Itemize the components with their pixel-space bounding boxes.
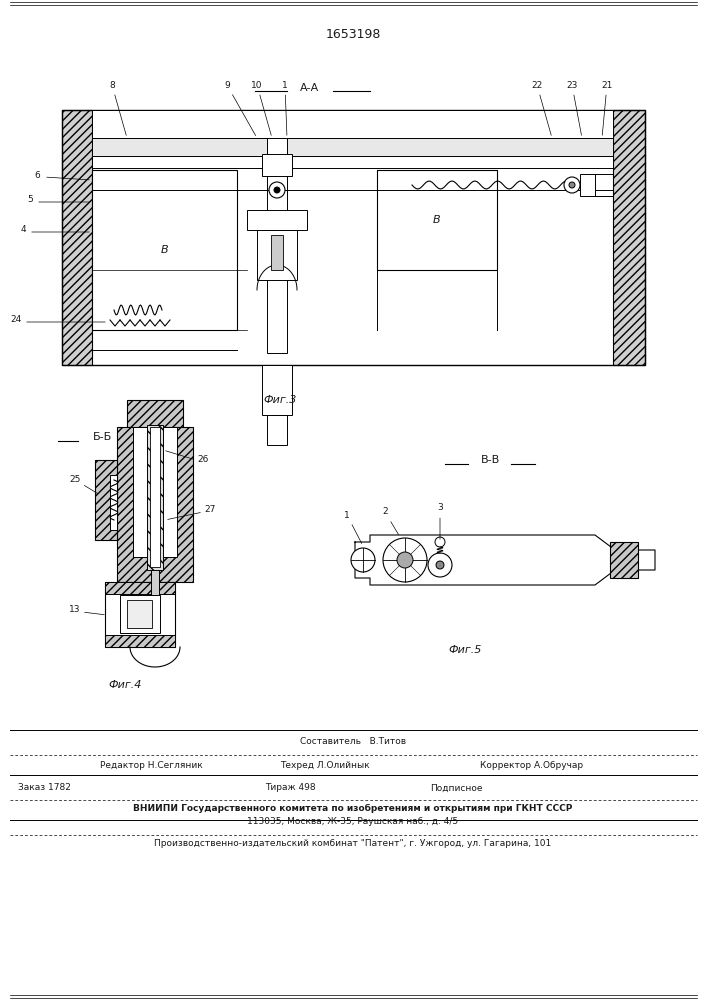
Bar [580, 174, 595, 196]
Text: 4: 4 [21, 226, 26, 234]
Text: 6: 6 [34, 170, 40, 180]
Bar [267, 415, 287, 445]
Text: 2: 2 [382, 508, 399, 535]
Text: 23: 23 [566, 81, 581, 135]
Text: Фиг.5: Фиг.5 [448, 645, 481, 655]
Bar [92, 110, 613, 138]
Bar [127, 600, 152, 628]
Text: Производственно-издательский комбинат "Патент", г. Ужгород, ул. Гагарина, 101: Производственно-издательский комбинат "П… [154, 838, 551, 848]
Bar [92, 138, 613, 156]
Bar [95, 460, 117, 540]
Circle shape [569, 182, 575, 188]
Text: 1: 1 [344, 510, 362, 544]
Bar [117, 427, 193, 582]
Bar [110, 475, 117, 530]
Bar [105, 582, 175, 594]
Bar [613, 110, 645, 365]
Text: Тираж 498: Тираж 498 [265, 784, 315, 792]
Circle shape [351, 548, 375, 572]
Text: 24: 24 [11, 316, 22, 324]
Text: В: В [161, 245, 169, 255]
Bar [247, 210, 307, 230]
Bar [105, 635, 175, 647]
Text: Составитель   В.Титов: Составитель В.Титов [300, 738, 406, 746]
Text: 3: 3 [437, 504, 443, 539]
Text: 27: 27 [204, 506, 216, 514]
Text: 9: 9 [224, 81, 256, 136]
Bar [105, 582, 175, 647]
Bar [147, 425, 163, 570]
Bar [92, 156, 613, 168]
Bar [271, 235, 283, 270]
Circle shape [436, 561, 444, 569]
Text: Фиг.3: Фиг.3 [263, 395, 297, 405]
Text: 22: 22 [532, 81, 551, 135]
Circle shape [428, 553, 452, 577]
Text: 10: 10 [251, 81, 271, 135]
Bar [610, 542, 638, 578]
Text: 25: 25 [69, 476, 81, 485]
Circle shape [383, 538, 427, 582]
Bar [267, 138, 287, 353]
Bar [262, 154, 292, 176]
Text: 13: 13 [69, 605, 81, 614]
Bar [257, 230, 297, 280]
Text: В-В: В-В [480, 455, 500, 465]
Circle shape [274, 187, 280, 193]
Text: 26: 26 [197, 456, 209, 464]
Text: 1: 1 [282, 81, 288, 135]
Circle shape [435, 537, 445, 547]
Bar [133, 427, 177, 557]
Text: Корректор А.Обручар: Корректор А.Обручар [480, 760, 583, 770]
Text: Фиг.4: Фиг.4 [108, 680, 141, 690]
Bar [150, 427, 160, 567]
Text: ВНИИПИ Государственного комитета по изобретениям и открытиям при ГКНТ СССР: ВНИИПИ Государственного комитета по изоб… [134, 803, 573, 813]
Bar [92, 170, 237, 330]
Bar [355, 542, 655, 578]
Text: В: В [433, 215, 440, 225]
Text: А-А: А-А [300, 83, 320, 93]
Text: 1653198: 1653198 [325, 28, 380, 41]
Text: 113035, Москва, Ж-35, Раушская наб., д. 4/5: 113035, Москва, Ж-35, Раушская наб., д. … [247, 818, 459, 826]
Text: 21: 21 [602, 81, 613, 135]
Bar [262, 365, 292, 415]
Text: Редактор Н.Сегляник: Редактор Н.Сегляник [100, 760, 203, 770]
Circle shape [397, 552, 413, 568]
Text: 8: 8 [109, 81, 127, 135]
Text: Заказ 1782: Заказ 1782 [18, 784, 71, 792]
Bar [377, 170, 497, 270]
Bar [151, 570, 159, 600]
Bar [120, 595, 160, 633]
Circle shape [269, 182, 285, 198]
Text: Б-Б: Б-Б [93, 432, 112, 442]
Bar [127, 400, 183, 428]
Text: Подписное: Подписное [430, 784, 482, 792]
Bar [62, 110, 92, 365]
Text: 5: 5 [27, 196, 33, 205]
Circle shape [564, 177, 580, 193]
Text: Техред Л.Олийнык: Техред Л.Олийнык [280, 760, 370, 770]
Bar [62, 110, 645, 365]
